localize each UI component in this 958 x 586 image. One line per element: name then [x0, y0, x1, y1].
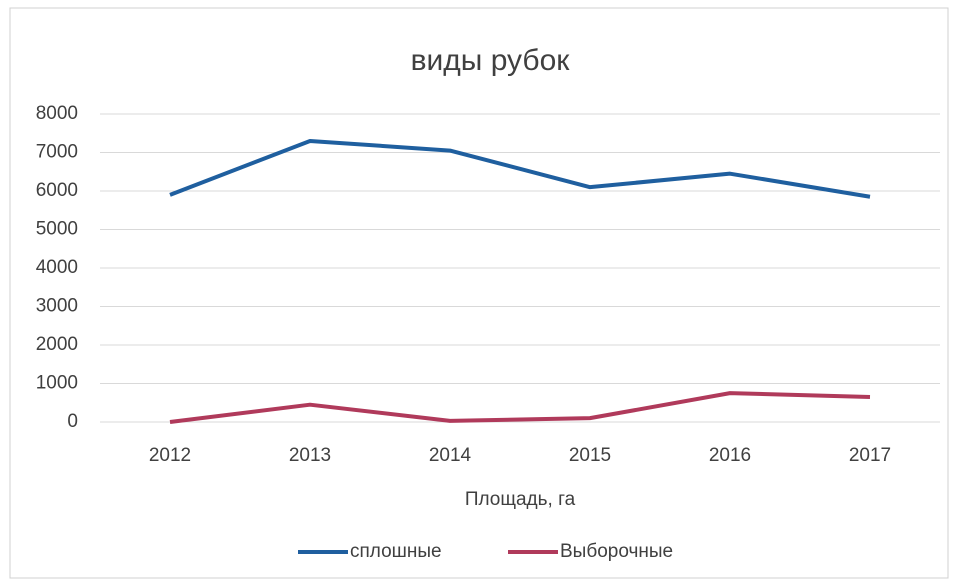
chart-title: виды рубок [411, 44, 571, 77]
x-axis-label: Площадь, га [465, 489, 576, 510]
x-tick-label: 2017 [849, 445, 891, 466]
series-line [169, 138, 871, 199]
y-tick-label: 1000 [36, 373, 78, 394]
y-tick-label: 6000 [36, 180, 78, 201]
y-tick-label: 4000 [36, 257, 78, 278]
legend-label: Выборочные [560, 541, 673, 562]
y-tick-label: 3000 [36, 296, 78, 317]
x-tick-label: 2012 [149, 445, 191, 466]
x-tick-label: 2015 [569, 445, 611, 466]
y-tick-label: 5000 [36, 219, 78, 240]
x-tick-label: 2014 [429, 445, 472, 466]
y-tick-label: 7000 [36, 142, 78, 163]
x-tick-label: 2013 [289, 445, 331, 466]
chart-frame [9, 7, 949, 579]
y-tick-label: 8000 [36, 103, 78, 124]
legend-label: сплошные [350, 541, 442, 562]
x-tick-label: 2016 [709, 445, 751, 466]
series-line [169, 391, 871, 424]
y-tick-label: 2000 [36, 334, 78, 355]
y-tick-label: 0 [67, 411, 78, 432]
